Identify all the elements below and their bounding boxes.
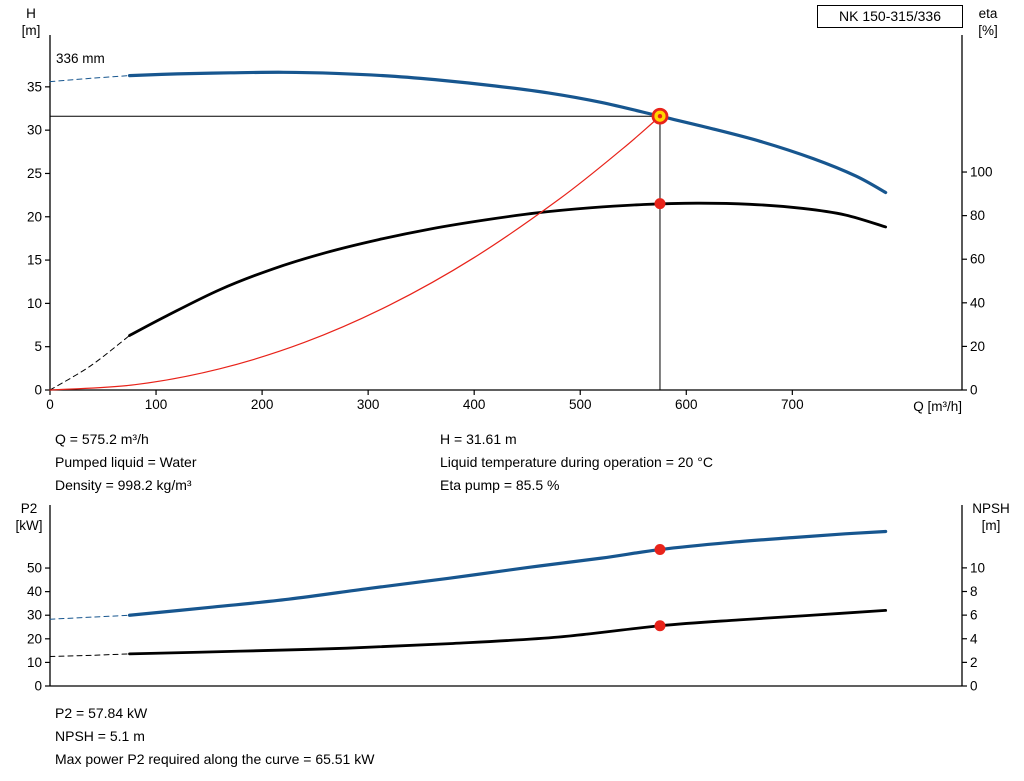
tick-label: 0 xyxy=(46,397,54,412)
tick-label: 25 xyxy=(27,166,42,181)
npsh-axis-label: NPSH [m] xyxy=(962,500,1020,534)
tick-label: 40 xyxy=(27,584,42,599)
npsh-point-marker xyxy=(654,620,666,632)
tick-label: 15 xyxy=(27,253,42,268)
eta-axis-unit: [%] xyxy=(978,23,998,38)
eta-axis-symbol: eta xyxy=(978,6,998,21)
pump-model-box: NK 150-315/336 xyxy=(817,5,963,28)
p2-curve-extrapolation xyxy=(49,614,131,620)
tick-label: 20 xyxy=(27,631,42,646)
h-axis-label: H [m] xyxy=(14,5,48,39)
tick-label: 200 xyxy=(251,397,274,412)
tick-label: 30 xyxy=(27,123,42,138)
operating-point-info-left: Q = 575.2 m³/h Pumped liquid = Water Den… xyxy=(55,428,197,497)
tick-label: 50 xyxy=(27,561,42,576)
info-liquid-temperature: Liquid temperature during operation = 20… xyxy=(440,454,713,470)
tick-label: 700 xyxy=(781,397,804,412)
tick-label: 10 xyxy=(27,296,42,311)
power-npsh-info: P2 = 57.84 kW NPSH = 5.1 m Max power P2 … xyxy=(55,702,374,771)
tick-label: 35 xyxy=(27,79,42,94)
head-curve-extrapolation xyxy=(49,75,131,83)
tick-label: 0 xyxy=(34,383,42,398)
npsh-axis-symbol: NPSH xyxy=(972,501,1010,516)
impeller-diameter-label: 336 mm xyxy=(56,51,105,66)
p2-point-marker xyxy=(654,544,666,556)
tick-label: 0 xyxy=(970,679,978,694)
tick-label: 100 xyxy=(145,397,168,412)
tick-label: 40 xyxy=(970,295,985,310)
q-axis-label: Q [m³/h] xyxy=(913,399,962,414)
npsh-curve-extrapolation xyxy=(49,653,131,657)
tick-label: 30 xyxy=(27,608,42,623)
system-curve xyxy=(49,115,661,391)
npsh-axis-unit: [m] xyxy=(981,518,1001,533)
tick-label: 5 xyxy=(34,339,42,354)
duty-point-marker-center xyxy=(657,114,663,119)
efficiency-curve-extrapolation xyxy=(49,335,131,391)
head-efficiency-chart: 0 100 200 300 400 500 600 700 0 5 10 15 20 25 30 35 0 20 4… xyxy=(27,35,993,412)
tick-label: 0 xyxy=(34,679,42,694)
efficiency-curve xyxy=(128,201,888,337)
info-pumped-liquid: Pumped liquid = Water xyxy=(55,454,197,470)
tick-label: 300 xyxy=(357,397,380,412)
efficiency-point-marker xyxy=(654,198,666,210)
head-curve xyxy=(127,70,888,195)
tick-label: 0 xyxy=(970,383,978,398)
info-head: H = 31.61 m xyxy=(440,431,517,447)
tick-label: 6 xyxy=(970,608,978,623)
tick-label: 10 xyxy=(970,560,985,575)
tick-label: 8 xyxy=(970,584,978,599)
tick-label: 600 xyxy=(675,397,698,412)
info-max-power: Max power P2 required along the curve = … xyxy=(55,751,375,767)
tick-label: 20 xyxy=(27,209,42,224)
operating-point-info-right: H = 31.61 m Liquid temperature during op… xyxy=(440,428,713,497)
info-eta-pump: Eta pump = 85.5 % xyxy=(440,477,560,493)
info-p2: P2 = 57.84 kW xyxy=(55,705,148,721)
eta-axis-label: eta [%] xyxy=(967,5,1009,39)
p2-axis-label: P2 [kW] xyxy=(8,500,50,534)
tick-label: 80 xyxy=(970,208,985,223)
h-axis-unit: [m] xyxy=(21,23,41,38)
info-flow: Q = 575.2 m³/h xyxy=(55,431,149,447)
tick-label: 20 xyxy=(970,339,985,354)
tick-label: 100 xyxy=(970,165,993,180)
power-npsh-chart: 0 10 20 30 40 50 0 2 4 6 8 10 xyxy=(27,505,985,694)
info-npsh: NPSH = 5.1 m xyxy=(55,728,145,744)
tick-label: 2 xyxy=(970,655,978,670)
h-axis-symbol: H xyxy=(26,6,36,21)
tick-label: 500 xyxy=(569,397,592,412)
tick-label: 4 xyxy=(970,631,978,646)
npsh-curve xyxy=(128,609,888,656)
info-density: Density = 998.2 kg/m³ xyxy=(55,477,192,493)
tick-label: 10 xyxy=(27,655,42,670)
tick-label: 60 xyxy=(970,252,985,267)
p2-curve xyxy=(127,529,888,617)
p2-axis-symbol: P2 xyxy=(20,501,38,516)
p2-axis-unit: [kW] xyxy=(15,518,43,533)
tick-label: 400 xyxy=(463,397,486,412)
